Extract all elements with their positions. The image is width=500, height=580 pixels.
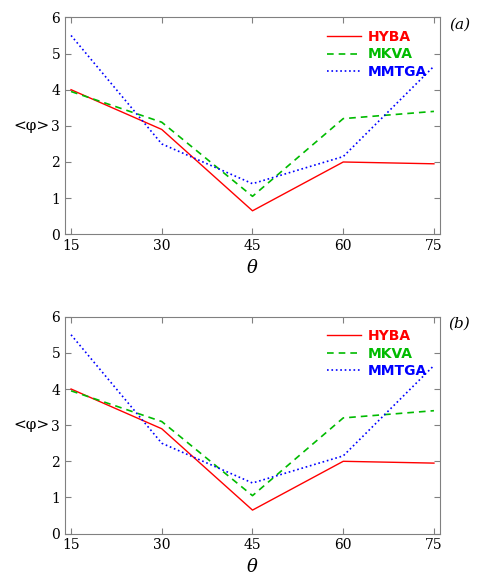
MKVA — [68, 387, 74, 394]
X-axis label: θ: θ — [247, 558, 258, 576]
Line: MMTGA: MMTGA — [71, 335, 434, 483]
HYBA — [431, 459, 437, 466]
MKVA — [340, 115, 346, 122]
HYBA — [250, 207, 256, 214]
MMTGA — [68, 331, 74, 338]
HYBA — [159, 126, 165, 133]
MMTGA — [431, 362, 437, 369]
HYBA — [68, 386, 74, 393]
HYBA — [340, 458, 346, 465]
Line: MKVA: MKVA — [71, 391, 434, 496]
MKVA — [159, 418, 165, 425]
Text: (b): (b) — [448, 317, 470, 331]
Line: HYBA: HYBA — [71, 389, 434, 510]
MKVA — [159, 119, 165, 126]
HYBA — [340, 158, 346, 165]
Y-axis label: <φ>: <φ> — [14, 119, 50, 133]
Line: HYBA: HYBA — [71, 90, 434, 211]
MKVA — [68, 88, 74, 95]
MKVA — [340, 415, 346, 422]
MMTGA — [159, 440, 165, 447]
Line: MMTGA: MMTGA — [71, 35, 434, 184]
MMTGA — [340, 153, 346, 160]
MMTGA — [250, 480, 256, 487]
MMTGA — [431, 63, 437, 70]
Y-axis label: <φ>: <φ> — [14, 418, 50, 432]
MKVA — [250, 492, 256, 499]
MKVA — [431, 407, 437, 414]
HYBA — [159, 425, 165, 432]
Legend: HYBA, MKVA, MMTGA: HYBA, MKVA, MMTGA — [321, 24, 433, 85]
MKVA — [250, 193, 256, 200]
MMTGA — [159, 140, 165, 147]
MMTGA — [68, 32, 74, 39]
HYBA — [68, 86, 74, 93]
MKVA — [431, 108, 437, 115]
Line: MKVA: MKVA — [71, 92, 434, 197]
X-axis label: θ: θ — [247, 259, 258, 277]
HYBA — [250, 506, 256, 513]
MMTGA — [250, 180, 256, 187]
Legend: HYBA, MKVA, MMTGA: HYBA, MKVA, MMTGA — [321, 324, 433, 384]
MMTGA — [340, 452, 346, 459]
HYBA — [431, 160, 437, 167]
Text: (a): (a) — [449, 17, 470, 31]
